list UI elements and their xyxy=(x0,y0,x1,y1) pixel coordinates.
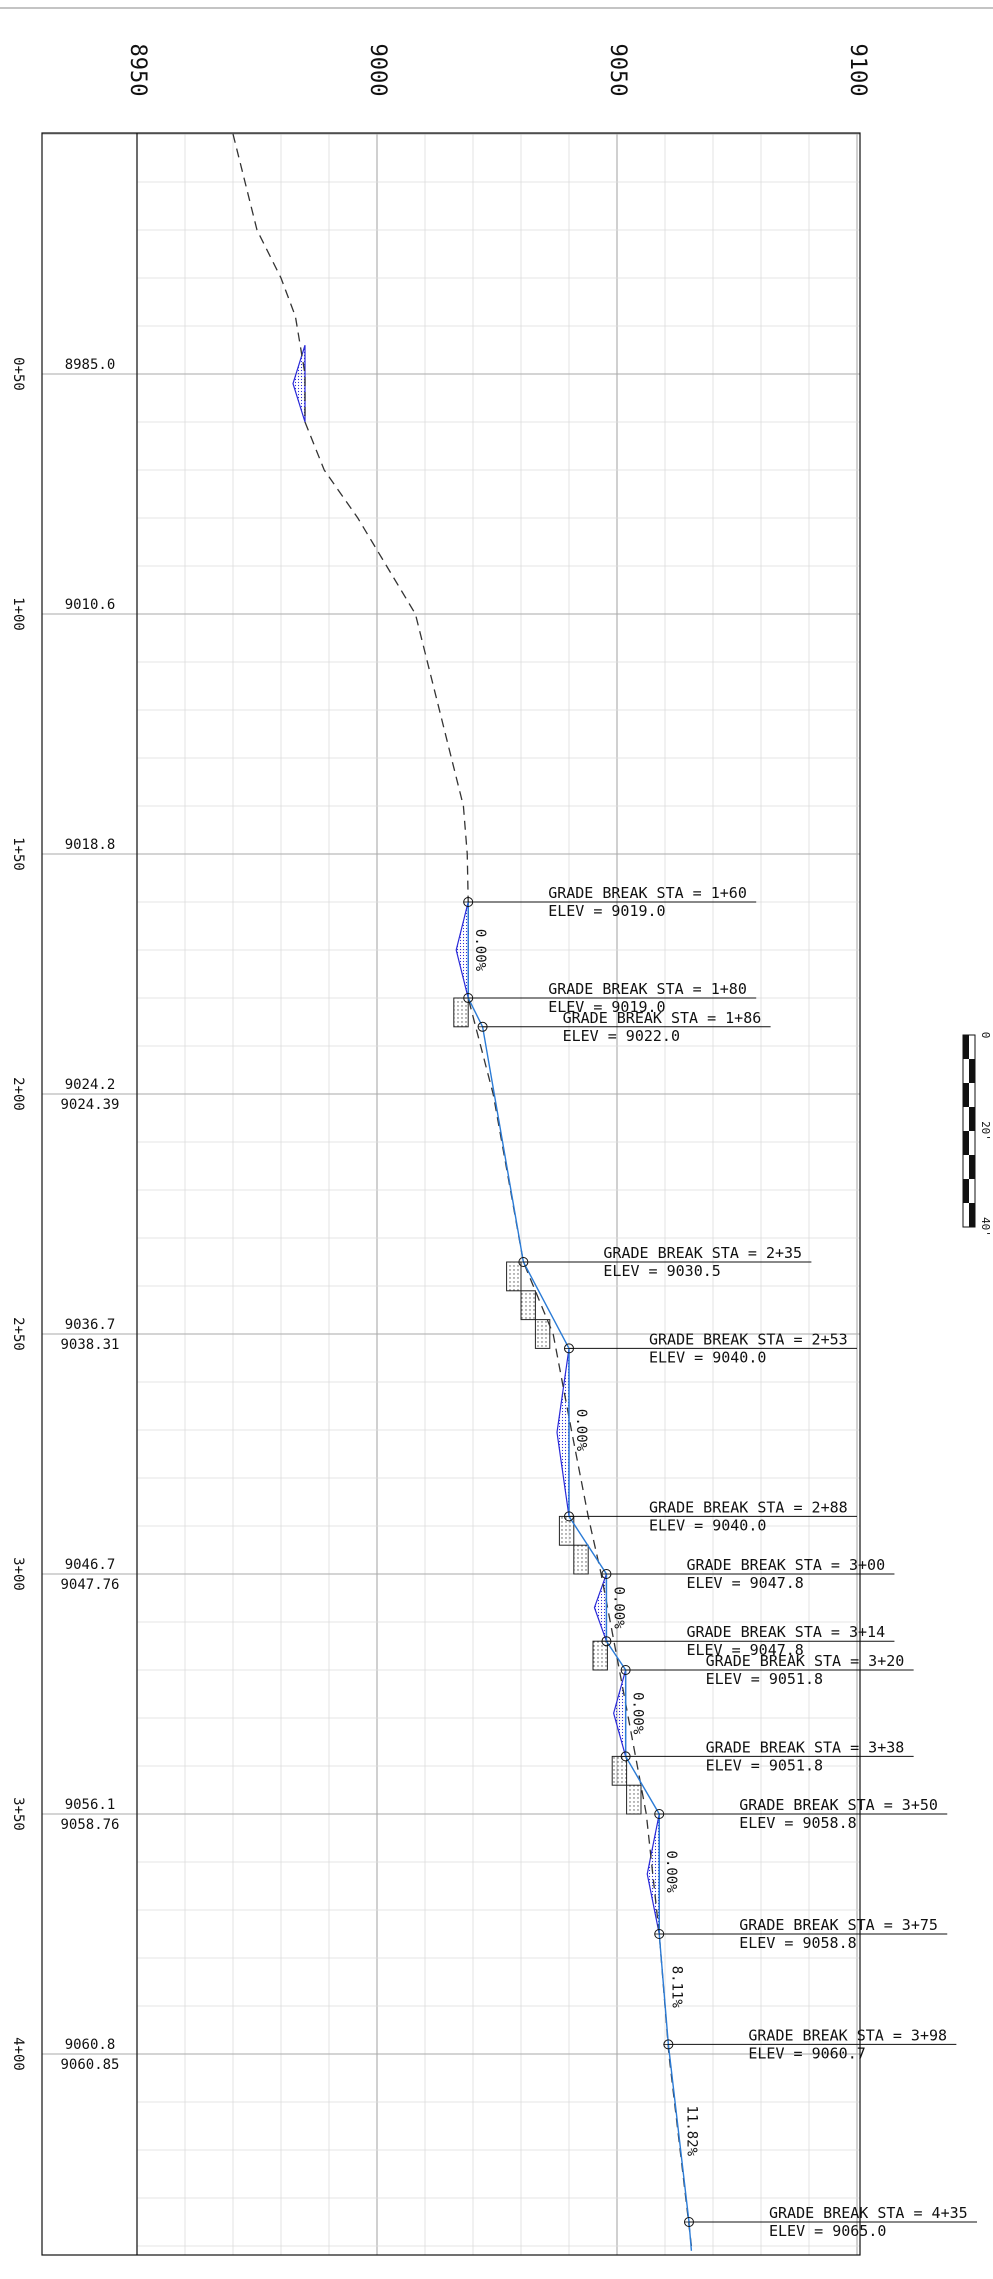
slope-label: 8.11% xyxy=(669,1966,685,2009)
scale-bar-label: 20' xyxy=(979,1121,992,1141)
scale-bar-segment xyxy=(969,1155,975,1179)
existing-elevation-value: 9036.7 xyxy=(65,1317,116,1333)
grade-break-station-text: GRADE BREAK STA = 3+00 xyxy=(686,1556,885,1574)
grade-break-elevation-text: ELEV = 9058.8 xyxy=(739,1934,856,1952)
scale-bar-segment xyxy=(963,1083,969,1107)
existing-elevation-value: 9018.8 xyxy=(65,837,116,853)
scale-bar-segment xyxy=(963,1131,969,1155)
existing-elevation-value: 9010.6 xyxy=(65,597,116,613)
fill-area xyxy=(292,345,306,423)
grade-break-elevation-text: ELEV = 9030.5 xyxy=(603,1262,720,1280)
station-label: 1+50 xyxy=(10,837,26,871)
scale-bar-segment xyxy=(969,1107,975,1131)
station-label: 2+50 xyxy=(10,1317,26,1351)
grade-break-station-text: GRADE BREAK STA = 2+88 xyxy=(649,1498,848,1516)
scale-bar: 0 20' 40' xyxy=(962,1032,992,1237)
grade-break-station-text: GRADE BREAK STA = 3+20 xyxy=(706,1652,905,1670)
existing-elevation-value: 9046.7 xyxy=(65,1557,116,1573)
existing-elevation-value: 9024.2 xyxy=(65,1077,116,1093)
elevation-axis: 8950 9000 9050 9100 xyxy=(125,44,870,97)
grade-break-elevation-text: ELEV = 9065.0 xyxy=(769,2222,886,2240)
bench-step xyxy=(573,1544,589,1575)
station-label: 0+50 xyxy=(10,357,26,391)
station-label: 3+00 xyxy=(10,1557,26,1591)
grade-break-elevation-text: ELEV = 9047.8 xyxy=(686,1641,803,1659)
grade-break-station-text: GRADE BREAK STA = 3+50 xyxy=(739,1796,938,1814)
scale-bar-label: 40' xyxy=(979,1217,992,1237)
proposed-grade-line xyxy=(467,902,693,2251)
grade-break-elevation-text: ELEV = 9051.8 xyxy=(706,1670,823,1688)
grade-break-station-text: GRADE BREAK STA = 2+35 xyxy=(603,1244,802,1262)
bench-step xyxy=(611,1755,628,1786)
grade-break-elevation-text: ELEV = 9022.0 xyxy=(563,1027,680,1045)
fill-area xyxy=(593,1573,608,1642)
grade-break-elevation-text: ELEV = 9019.0 xyxy=(548,998,665,1016)
slope-label: 0.00% xyxy=(663,1851,679,1894)
grade-break-station-text: GRADE BREAK STA = 1+86 xyxy=(563,1009,762,1027)
grade-break-elevation-text: ELEV = 9051.8 xyxy=(706,1756,823,1774)
grade-break-station-text: GRADE BREAK STA = 1+60 xyxy=(548,884,747,902)
slope-label: 0.00% xyxy=(573,1409,589,1452)
scale-bar-frame xyxy=(962,1034,976,1228)
grade-break-station-text: GRADE BREAK STA = 3+38 xyxy=(706,1738,905,1756)
grade-break-elevation-text: ELEV = 9058.8 xyxy=(739,1814,856,1832)
scale-bar-segment xyxy=(969,1203,975,1227)
station-label: 3+50 xyxy=(10,1797,26,1831)
existing-elevation-value: 8985.0 xyxy=(65,357,116,373)
fill-area xyxy=(613,1669,627,1757)
grade-break-elevation-text: ELEV = 9019.0 xyxy=(548,902,665,920)
grade-break-elevation-text: ELEV = 9040.0 xyxy=(649,1516,766,1534)
fill-area xyxy=(455,901,469,999)
scale-bar-segment xyxy=(969,1059,975,1083)
grade-break-station-text: GRADE BREAK STA = 2+53 xyxy=(649,1330,848,1348)
elevation-tick-label: 9000 xyxy=(365,44,390,97)
proposed-fill-areas xyxy=(292,345,660,1935)
proposed-elevation-value: 9047.76 xyxy=(60,1577,119,1593)
bench-step xyxy=(506,1261,522,1292)
profile-frame xyxy=(41,132,861,2256)
proposed-grade-profile xyxy=(467,902,690,2223)
slope-label: 11.82% xyxy=(683,2106,699,2157)
elevation-tick-label: 8950 xyxy=(125,44,150,97)
fill-area xyxy=(556,1348,570,1517)
elevation-tick-label: 9050 xyxy=(605,44,630,97)
grade-break-elevation-text: ELEV = 9060.7 xyxy=(748,2044,865,2062)
benching-steps xyxy=(453,997,642,1815)
existing-ground-line xyxy=(232,133,693,2247)
existing-ground-profile xyxy=(232,133,693,2247)
bench-step xyxy=(520,1290,536,1321)
elevation-tick-label: 9100 xyxy=(845,44,870,97)
bench-step xyxy=(592,1640,608,1671)
station-label: 4+00 xyxy=(10,2037,26,2071)
proposed-elevation-value: 9058.76 xyxy=(60,1817,119,1833)
bench-step xyxy=(626,1784,642,1815)
grade-break-station-text: GRADE BREAK STA = 3+98 xyxy=(748,2026,947,2044)
slope-label: 0.00% xyxy=(630,1692,646,1735)
grade-break-station-text: GRADE BREAK STA = 3+14 xyxy=(686,1623,885,1641)
bench-step xyxy=(534,1319,551,1349)
grade-break-station-text: GRADE BREAK STA = 4+35 xyxy=(769,2204,968,2222)
station-label: 2+00 xyxy=(10,1077,26,1111)
grade-break-elevation-text: ELEV = 9040.0 xyxy=(649,1348,766,1366)
slope-label: 0.00% xyxy=(472,929,488,972)
grade-break-elevation-text: ELEV = 9047.8 xyxy=(686,1574,803,1592)
scale-bar-segment xyxy=(963,1035,969,1059)
station-labels: 0+50 8985.0 1+00 9010.6 1+50 9018.8 2+00 9024.2… xyxy=(10,357,120,2073)
proposed-elevation-value: 9060.85 xyxy=(60,2057,119,2073)
existing-elevation-value: 9056.1 xyxy=(65,1797,116,1813)
slope-label: 0.00% xyxy=(610,1587,626,1630)
existing-elevation-value: 9060.8 xyxy=(65,2037,116,2053)
grid xyxy=(42,133,860,2255)
proposed-elevation-value: 9024.39 xyxy=(60,1097,119,1113)
scale-bar-segment xyxy=(963,1179,969,1203)
slope-labels: 0.00% 0.00% 0.00% 0.00% 0.00% 8.11% 11.82% xyxy=(472,929,699,2157)
scale-bar-label: 0 xyxy=(979,1032,992,1039)
grade-break-station-text: GRADE BREAK STA = 3+75 xyxy=(739,1916,938,1934)
bench-step xyxy=(453,997,469,1028)
grade-break-station-text: GRADE BREAK STA = 1+80 xyxy=(548,980,747,998)
proposed-elevation-value: 9038.31 xyxy=(60,1337,119,1353)
station-label: 1+00 xyxy=(10,597,26,631)
